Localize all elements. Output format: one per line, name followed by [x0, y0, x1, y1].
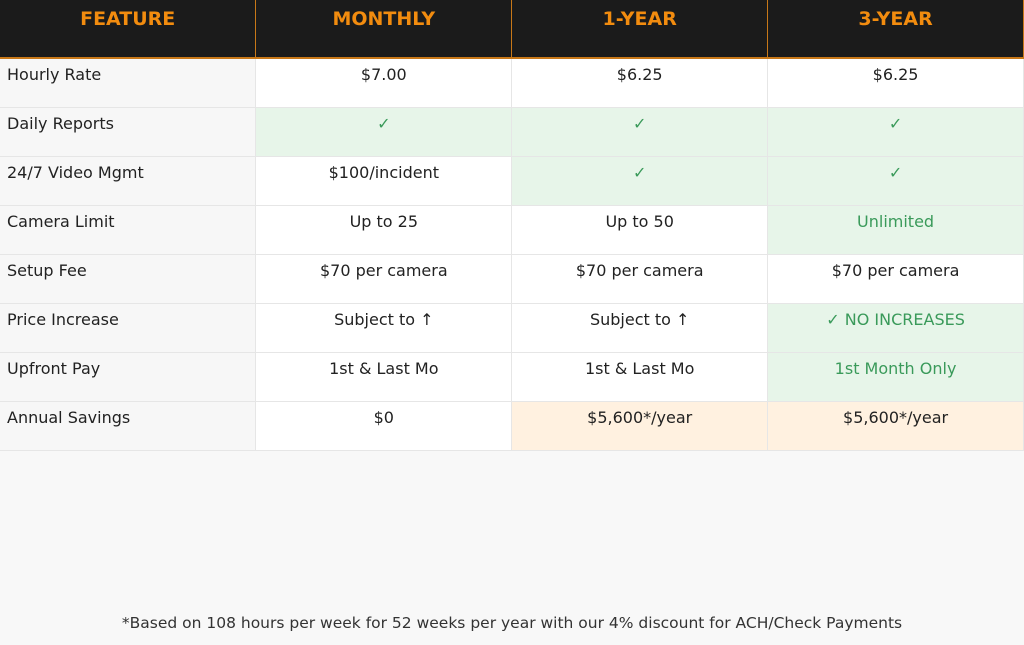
cell-monthly: Subject to ↑ — [255, 302, 513, 353]
cell-3-year: $6.25 — [767, 57, 1024, 108]
cell-1-year: ✓ — [511, 155, 769, 206]
cell-1-year: $70 per camera — [511, 253, 769, 304]
table-row: Upfront Pay 1st & Last Mo 1st & Last Mo 1st… — [0, 351, 1024, 402]
feature-label: Annual Savings — [0, 400, 257, 451]
cell-1-year: Up to 50 — [511, 204, 769, 255]
footnote: *Based on 108 hours per week for 52 week… — [121, 614, 903, 632]
feature-label: Camera Limit — [0, 204, 257, 255]
table-row: Hourly Rate $7.00 $6.25 $6.25 — [0, 57, 1024, 108]
feature-label: Setup Fee — [0, 253, 257, 304]
cell-3-year: $70 per camera — [767, 253, 1024, 304]
table-row: 24/7 Video Mgmt $100/incident ✓ ✓ — [0, 155, 1024, 206]
cell-1-year: ✓ — [511, 106, 769, 157]
table-row: Price Increase Subject to ↑ Subject to ↑ ✓ … — [0, 302, 1024, 353]
cell-3-year: ✓ — [767, 106, 1024, 157]
cell-monthly: ✓ — [255, 106, 513, 157]
feature-label: Hourly Rate — [0, 57, 257, 108]
table-row: Setup Fee $70 per camera $70 per camera $70… — [0, 253, 1024, 304]
cell-monthly: $7.00 — [255, 57, 513, 108]
feature-label: 24/7 Video Mgmt — [0, 155, 257, 206]
cell-3-year: $5,600*/year — [767, 400, 1024, 451]
cell-3-year: 1st Month Only — [767, 351, 1024, 402]
table-row: Annual Savings $0 $5,600*/year $5,600*/year — [0, 400, 1024, 451]
table-row: Camera Limit Up to 25 Up to 50 Unlimited — [0, 204, 1024, 255]
header-row: FEATURE MONTHLY 1-YEAR 3-YEAR — [0, 0, 1024, 59]
header-feature: FEATURE — [0, 0, 257, 59]
cell-3-year: Unlimited — [767, 204, 1024, 255]
cell-monthly: $70 per camera — [255, 253, 513, 304]
cell-monthly: 1st & Last Mo — [255, 351, 513, 402]
header-monthly: MONTHLY — [255, 0, 513, 59]
cell-1-year: 1st & Last Mo — [511, 351, 769, 402]
cell-3-year: ✓ — [767, 155, 1024, 206]
cell-monthly: Up to 25 — [255, 204, 513, 255]
cell-monthly: $0 — [255, 400, 513, 451]
cell-1-year: $6.25 — [511, 57, 769, 108]
feature-label: Upfront Pay — [0, 351, 257, 402]
feature-label: Price Increase — [0, 302, 257, 353]
cell-monthly: $100/incident — [255, 155, 513, 206]
header-1-year: 1-YEAR — [511, 0, 769, 59]
cell-3-year: ✓ NO INCREASES — [767, 302, 1024, 353]
pricing-comparison-table: FEATURE MONTHLY 1-YEAR 3-YEAR Hourly Rat… — [0, 0, 1024, 451]
cell-1-year: $5,600*/year — [511, 400, 769, 451]
table-row: Daily Reports ✓ ✓ ✓ — [0, 106, 1024, 157]
cell-1-year: Subject to ↑ — [511, 302, 769, 353]
feature-label: Daily Reports — [0, 106, 257, 157]
header-3-year: 3-YEAR — [767, 0, 1024, 59]
